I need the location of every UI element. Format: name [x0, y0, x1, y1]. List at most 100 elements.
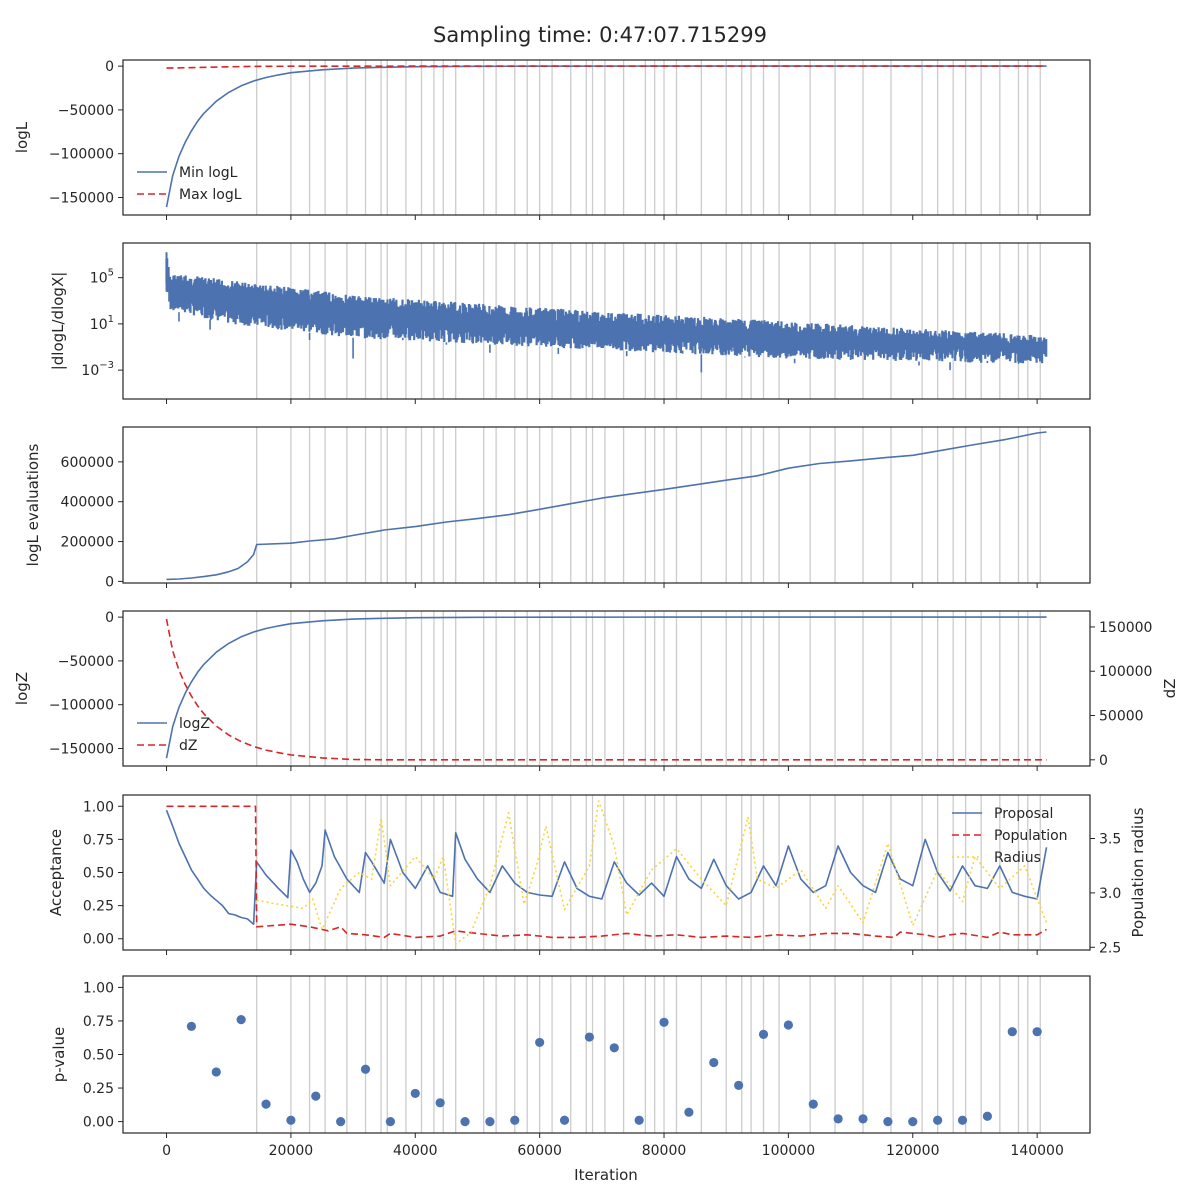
- logz-ytick-label: −100000: [49, 698, 114, 714]
- logz-series-line: [165, 618, 1047, 761]
- pvalue-point: [460, 1116, 470, 1127]
- pvalue-point: [634, 1115, 644, 1125]
- acceptance-ytick-right-label: 2.5: [1099, 940, 1121, 956]
- pvalue-point: [261, 1099, 271, 1109]
- pvalue-point: [311, 1091, 321, 1101]
- logz-legend-label: logZ: [179, 716, 210, 732]
- pvalue-point: [908, 1116, 918, 1127]
- pvalue-xtick-label: 120000: [886, 1143, 939, 1159]
- logl-ytick-label: 0: [105, 59, 114, 75]
- logl-frame: [122, 59, 1091, 216]
- pvalue-xtick-label: 40000: [393, 1143, 438, 1159]
- dlogl-ytick-exponent: 1: [108, 314, 114, 325]
- pvalue-xtick-label: 0: [162, 1143, 171, 1159]
- panel-logz: 0 −50000 −100000 −150000 0 50000 100000 150000 l…: [13, 610, 1179, 771]
- logz-ylabel: logZ: [13, 672, 31, 705]
- panel-logl: 0 −50000 −100000 −150000 logL Min logL Max log…: [13, 59, 1091, 220]
- pvalue-ylabel: p-value: [50, 1027, 68, 1083]
- figure-title: Sampling time: 0:47:07.715299: [433, 23, 767, 47]
- pvalue-point: [535, 1037, 545, 1048]
- logl-ytick-label: −50000: [58, 103, 114, 119]
- pvalue-ytick-label: 1.00: [83, 980, 114, 996]
- evals-ytick-label: 600000: [61, 455, 114, 471]
- dlogl-frame: [122, 242, 1091, 400]
- pvalue-point: [858, 1114, 868, 1124]
- evals-series-line: [166, 431, 1047, 581]
- panel-acceptance: 0.00 0.25 0.50 0.75 1.00 2.5 3.0 3.5 Acceptance P…: [47, 794, 1147, 956]
- acceptance-frame: [122, 794, 1091, 951]
- acceptance-ytick-label: 0.00: [83, 932, 114, 948]
- pvalue-point: [933, 1115, 943, 1125]
- logz-ytick-right-label: 150000: [1099, 620, 1152, 636]
- acceptance-ytick-label: 0.50: [83, 866, 114, 882]
- pvalue-point: [957, 1115, 968, 1125]
- acceptance-ytick-label: 0.75: [83, 832, 114, 848]
- pvalue-frame: [122, 975, 1091, 1134]
- pvalue-point: [1007, 1027, 1017, 1037]
- pvalue-point: [584, 1032, 594, 1042]
- evals-ytick-label: 200000: [61, 535, 114, 551]
- logl-legend-label: Min logL: [179, 165, 238, 181]
- pvalue-point: [510, 1115, 520, 1125]
- pvalue-point: [286, 1115, 296, 1125]
- pvalue-ytick-label: 0.00: [83, 1115, 114, 1131]
- logz-ytick-label: −150000: [49, 741, 114, 757]
- logz-ytick-right-label: 100000: [1099, 664, 1152, 680]
- pvalue-point: [435, 1098, 445, 1108]
- dlogl-ytick-label: 105: [90, 268, 114, 287]
- acceptance-ylabel: Acceptance: [47, 829, 65, 916]
- acceptance-ytick-label: 0.25: [83, 899, 114, 915]
- pvalue-ytick-label: 0.25: [83, 1081, 114, 1097]
- evals-frame: [122, 426, 1091, 584]
- pvalue-point: [211, 1067, 221, 1077]
- pvalue-point: [186, 1021, 197, 1031]
- logz-ytick-right-label: 0: [1099, 753, 1108, 769]
- acceptance-series-line: [256, 800, 1048, 945]
- logz-frame: [122, 610, 1091, 767]
- pvalue-point: [609, 1043, 619, 1053]
- pvalue-point: [236, 1015, 246, 1025]
- evals-ytick-label: 0: [105, 574, 114, 590]
- pvalue-point: [360, 1064, 371, 1074]
- acceptance-ytick-right-label: 3.5: [1099, 832, 1121, 848]
- dlogl-band: [165, 258, 1048, 364]
- pvalue-xtick-label: 60000: [517, 1143, 562, 1159]
- pvalue-point: [1032, 1027, 1042, 1037]
- logz-ytick-label: −50000: [58, 654, 114, 670]
- logz-series-line: [165, 616, 1047, 759]
- pvalue-point: [485, 1116, 495, 1127]
- acceptance-legend-label: Radius: [994, 850, 1041, 866]
- pvalue-point: [883, 1116, 893, 1127]
- pvalue-point: [808, 1099, 818, 1109]
- dlogl-ytick-label: 101: [90, 314, 114, 333]
- pvalue-point: [982, 1111, 992, 1121]
- pvalue-point: [783, 1020, 793, 1030]
- evals-ylabel: logL evaluations: [24, 443, 42, 566]
- x-axis-label: Iteration: [574, 1166, 638, 1184]
- pvalue-xtick-label: 20000: [269, 1143, 314, 1159]
- dlogl-ytick-exponent: 5: [108, 268, 114, 279]
- logz-ytick-label: 0: [105, 610, 114, 626]
- acceptance-legend-label: Proposal: [994, 806, 1053, 822]
- logz-legend-label: dZ: [179, 738, 197, 754]
- acceptance-ylabel-right: Population radius: [1129, 807, 1147, 937]
- panel-dlogl: 105 101 10−3 |dlogL/dlogX|: [49, 242, 1091, 404]
- dlogl-ytick-exponent: −3: [99, 360, 114, 371]
- logl-series-line: [166, 65, 1047, 69]
- dlogl-ytick-label: 10−3: [81, 360, 114, 379]
- pvalue-point: [559, 1115, 570, 1125]
- logz-ylabel-right: dZ: [1161, 679, 1179, 699]
- pvalue-point: [734, 1080, 744, 1090]
- pvalue-point: [833, 1114, 843, 1124]
- logz-ytick-right-label: 50000: [1099, 709, 1144, 725]
- pvalue-point: [659, 1017, 669, 1027]
- acceptance-legend-label: Population: [994, 828, 1068, 844]
- acceptance-ytick-right-label: 3.0: [1099, 886, 1121, 902]
- pvalue-point: [758, 1029, 769, 1039]
- panel-pvalue: 0.00 0.25 0.50 0.75 1.00 p-value 0 20000 40000 60…: [50, 975, 1091, 1159]
- logl-series-line: [165, 65, 1047, 208]
- acceptance-series-line: [165, 809, 1048, 926]
- pvalue-ytick-label: 0.75: [83, 1014, 114, 1030]
- pvalue-point: [684, 1107, 694, 1117]
- logl-ytick-label: −100000: [49, 147, 114, 163]
